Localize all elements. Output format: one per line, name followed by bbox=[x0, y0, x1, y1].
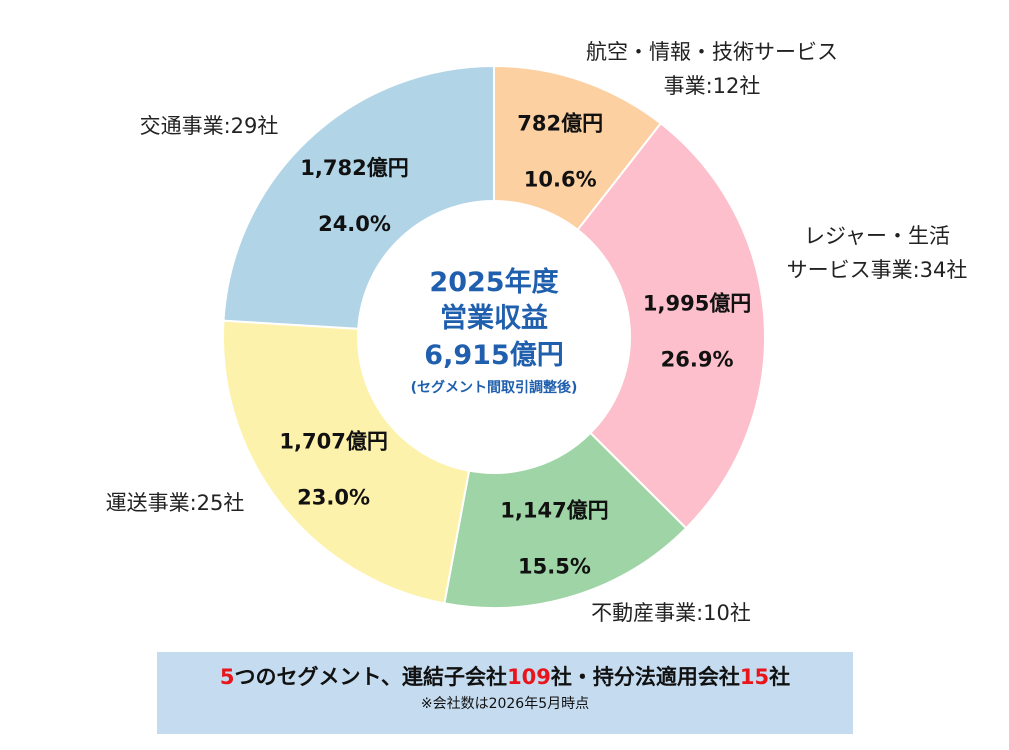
segment-name-label: 不動産事業:10社 bbox=[591, 601, 751, 625]
slice-percent-label: 24.0% bbox=[318, 212, 391, 236]
donut-slice bbox=[222, 64, 495, 330]
segment-name-label: レジャー・生活 bbox=[804, 224, 950, 248]
equity-method-count: 15 bbox=[739, 665, 770, 689]
value-labels: 782億円 10.6% 1,995億円 26.9% 1,147億円 15.5% 1,707億… bbox=[279, 112, 751, 579]
summary-text-part-2: 社・持分法適用会社 bbox=[550, 665, 740, 689]
slice-value-label: 1,995億円 bbox=[643, 291, 751, 315]
center-fiscal-year: 2025年度 bbox=[429, 266, 558, 298]
segment-name-label: 交通事業:29社 bbox=[140, 114, 279, 138]
segment-name-label: 運送事業:25社 bbox=[106, 491, 245, 515]
summary-box: 5つのセグメント、連結子会社109社・持分法適用会社15社 ※会社数は2026年… bbox=[157, 652, 853, 734]
donut-slice bbox=[443, 431, 688, 609]
slice-percent-label: 10.6% bbox=[524, 168, 597, 192]
donut-slice bbox=[576, 121, 766, 530]
segment-name-label: 事業:12社 bbox=[664, 74, 761, 98]
center-operating-revenue: 営業収益 bbox=[440, 302, 548, 334]
summary-note: ※会社数は2026年5月時点 bbox=[420, 696, 590, 712]
center-total-value: 6,915億円 bbox=[424, 340, 563, 371]
summary-text-part-3: 社 bbox=[769, 665, 791, 689]
donut-slice bbox=[222, 319, 471, 605]
segment-labels: 航空・情報・技術サービス事業:12社レジャー・生活サービス事業:34社不動産事業… bbox=[106, 40, 968, 625]
donut-slices bbox=[222, 64, 766, 609]
slice-value-label: 1,147億円 bbox=[500, 498, 608, 522]
center-note: (セグメント間取引調整後) bbox=[411, 379, 578, 396]
slice-value-label: 1,782億円 bbox=[300, 156, 408, 180]
donut-chart: 782億円 10.6% 1,995億円 26.9% 1,147億円 15.5% 1,707億… bbox=[106, 40, 968, 625]
summary-text: 5つのセグメント、連結子会社109社・持分法適用会社15社 bbox=[157, 662, 853, 692]
slice-percent-label: 23.0% bbox=[297, 485, 370, 509]
slice-percent-label: 26.9% bbox=[661, 347, 734, 371]
segment-name-label: 航空・情報・技術サービス bbox=[586, 40, 838, 64]
segment-name-label: サービス事業:34社 bbox=[787, 258, 968, 282]
slice-percent-label: 15.5% bbox=[518, 554, 591, 578]
center-label: 2025年度 営業収益 6,915億円 (セグメント間取引調整後) bbox=[411, 266, 578, 396]
slice-value-label: 1,707億円 bbox=[279, 429, 387, 453]
summary-text-part-1: つのセグメント、連結子会社 bbox=[234, 665, 508, 689]
subsidiary-count: 109 bbox=[507, 665, 551, 689]
slice-value-label: 782億円 bbox=[517, 112, 603, 136]
segment-count: 5 bbox=[219, 665, 235, 689]
